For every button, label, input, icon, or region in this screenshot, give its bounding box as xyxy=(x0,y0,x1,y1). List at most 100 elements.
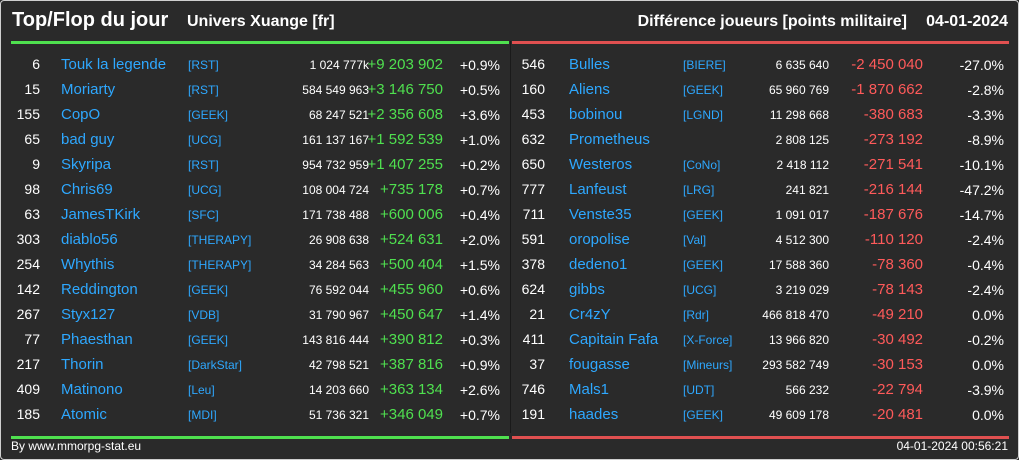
player-name-link[interactable]: gibbs xyxy=(569,281,605,298)
rank-cell: 711 xyxy=(522,206,545,222)
difference-cell: +455 960 xyxy=(380,281,443,298)
alliance-tag-link[interactable]: [SFC] xyxy=(188,208,219,222)
percent-cell: -14.7% xyxy=(959,207,1004,223)
player-name-link[interactable]: haades xyxy=(569,406,619,423)
rank-cell: 453 xyxy=(521,106,545,122)
alliance-tag-link[interactable]: [Mineurs] xyxy=(683,358,733,372)
difference-cell: -78 143 xyxy=(872,281,923,298)
player-name-link[interactable]: Lanfeust xyxy=(569,181,627,198)
player-name-link[interactable]: fougasse xyxy=(569,356,630,373)
alliance-tag-link[interactable]: [UCG] xyxy=(683,283,717,297)
alliance-tag-link[interactable]: [CoNo] xyxy=(683,158,721,172)
alliance-tag-link[interactable]: [RST] xyxy=(188,158,219,172)
rank-cell: 37 xyxy=(529,356,545,372)
alliance-tag-link[interactable]: [GEEK] xyxy=(188,333,229,347)
percent-cell: 0.0% xyxy=(972,307,1004,323)
points-cell: 42 798 521 xyxy=(308,358,369,372)
difference-cell: +390 812 xyxy=(380,331,443,348)
player-name-link[interactable]: dedeno1 xyxy=(569,256,628,273)
alliance-tag-link[interactable]: [THERAPY] xyxy=(188,258,252,272)
alliance-tag-link[interactable]: [GEEK] xyxy=(683,83,724,97)
alliance-tag-link[interactable]: [GEEK] xyxy=(188,108,229,122)
difference-cell: -380 683 xyxy=(863,106,923,123)
player-name-link[interactable]: Mals1 xyxy=(569,381,610,398)
difference-cell: +524 631 xyxy=(380,231,443,248)
percent-cell: -27.0% xyxy=(959,57,1004,73)
player-name-link[interactable]: Atomic xyxy=(61,406,107,423)
alliance-tag-link[interactable]: [UDT] xyxy=(683,383,715,397)
alliance-tag-link[interactable]: [VDB] xyxy=(188,308,220,322)
rank-cell: 15 xyxy=(24,81,40,97)
player-name-link[interactable]: Thorin xyxy=(61,356,104,373)
player-name-link[interactable]: Matinono xyxy=(61,381,123,398)
alliance-tag-link[interactable]: [LRG] xyxy=(683,183,715,197)
alliance-tag-link[interactable]: [DarkStar] xyxy=(188,358,243,372)
percent-cell: -47.2% xyxy=(959,182,1004,198)
player-name-link[interactable]: Bulles xyxy=(569,56,610,73)
alliance-tag-link[interactable]: [UCG] xyxy=(188,183,222,197)
difference-cell: +2 356 608 xyxy=(367,106,444,123)
player-name-link[interactable]: Prometheus xyxy=(569,131,650,148)
alliance-tag-link[interactable]: [X-Force] xyxy=(683,333,733,347)
alliance-tag-link[interactable]: [Rdr] xyxy=(683,308,710,322)
top-players-panel: 6 Touk la legende [RST] 1 024 777k +9 203 90… xyxy=(11,41,509,439)
points-cell: 466 818 470 xyxy=(762,308,829,322)
page-title: Top/Flop du jour xyxy=(12,9,169,31)
player-name-link[interactable]: bad guy xyxy=(61,131,115,148)
alliance-tag-link[interactable]: [RST] xyxy=(188,83,219,97)
alliance-tag-link[interactable]: [GEEK] xyxy=(683,408,724,422)
table-row: 777 Lanfeust [LRG] 241 821 -216 144 -47.2% xyxy=(512,176,1009,201)
header-date: 04-01-2024 xyxy=(926,13,1008,30)
table-row: 98 Chris69 [UCG] 108 004 724 +735 178 +0.7% xyxy=(11,176,509,201)
difference-cell: -2 450 040 xyxy=(851,56,923,73)
table-row: 453 bobinou [LGND] 11 298 668 -380 683 -3.3% xyxy=(512,101,1009,126)
difference-cell: +3 146 750 xyxy=(367,81,444,98)
player-name-link[interactable]: JamesTKirk xyxy=(61,206,141,223)
percent-cell: +0.5% xyxy=(459,82,500,98)
player-name-link[interactable]: Reddington xyxy=(61,281,138,298)
alliance-tag-link[interactable]: [GEEK] xyxy=(188,283,229,297)
alliance-tag-link[interactable]: [GEEK] xyxy=(683,258,724,272)
player-name-link[interactable]: bobinou xyxy=(569,106,623,123)
player-name-link[interactable]: Capitain Fafa xyxy=(569,331,659,348)
points-cell: 293 582 749 xyxy=(762,358,829,372)
player-name-link[interactable]: Westeros xyxy=(569,156,633,173)
player-name-link[interactable]: Aliens xyxy=(569,81,610,98)
player-name-link[interactable]: Moriarty xyxy=(61,81,116,98)
difference-title: Différence joueurs [points militaire] xyxy=(637,13,907,30)
player-name-link[interactable]: CopO xyxy=(61,106,101,123)
alliance-tag-link[interactable]: [Val] xyxy=(683,233,707,247)
footer-credit: By www.mmorpg-stat.eu xyxy=(11,439,142,453)
alliance-tag-link[interactable]: [Leu] xyxy=(188,383,215,397)
player-name-link[interactable]: Chris69 xyxy=(61,181,113,198)
player-name-link[interactable]: oropolise xyxy=(569,231,630,248)
table-row: 650 Westeros [CoNo] 2 418 112 -271 541 -10.1% xyxy=(512,151,1009,176)
alliance-tag-link[interactable]: [GEEK] xyxy=(683,208,724,222)
alliance-tag-link[interactable]: [BIERE] xyxy=(683,58,726,72)
percent-cell: -2.4% xyxy=(967,282,1004,298)
player-name-link[interactable]: Venste35 xyxy=(569,206,632,223)
alliance-tag-link[interactable]: [UCG] xyxy=(188,133,222,147)
player-name-link[interactable]: diablo56 xyxy=(61,231,118,248)
player-name-link[interactable]: Phaesthan xyxy=(61,331,133,348)
header: Top/Flop du jour Univers Xuange [fr] Dif… xyxy=(1,1,1018,41)
alliance-tag-link[interactable]: [LGND] xyxy=(683,108,724,122)
difference-cell: +1 407 255 xyxy=(367,156,444,173)
alliance-tag-link[interactable]: [RST] xyxy=(188,58,219,72)
table-row: 303 diablo56 [THERAPY] 26 908 638 +524 631 +2… xyxy=(11,226,509,251)
points-cell: 2 808 125 xyxy=(775,133,829,147)
player-name-link[interactable]: Styx127 xyxy=(61,306,116,323)
points-cell: 171 738 488 xyxy=(302,208,369,222)
alliance-tag-link[interactable]: [THERAPY] xyxy=(188,233,252,247)
rank-cell: 21 xyxy=(529,306,545,322)
player-name-link[interactable]: Whythis xyxy=(61,256,115,273)
rank-cell: 777 xyxy=(521,181,545,197)
rank-cell: 303 xyxy=(16,231,40,247)
alliance-tag-link[interactable]: [MDI] xyxy=(188,408,217,422)
percent-cell: +0.9% xyxy=(459,357,500,373)
points-cell: 76 592 044 xyxy=(308,283,369,297)
player-name-link[interactable]: Cr4zY xyxy=(569,306,611,323)
player-name-link[interactable]: Skyripa xyxy=(61,156,112,173)
player-name-link[interactable]: Touk la legende xyxy=(61,56,167,73)
rank-cell: 77 xyxy=(24,331,40,347)
